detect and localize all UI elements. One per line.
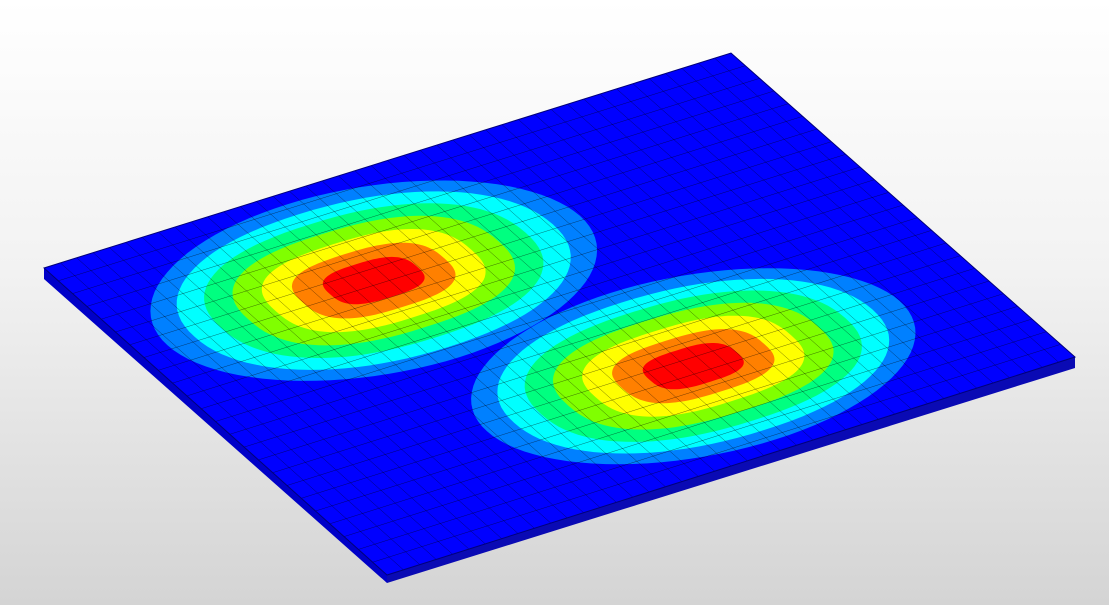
mesh-line-v (201, 192, 889, 409)
plate-outline (43, 52, 1076, 576)
mesh-line-v (58, 65, 746, 282)
contour-band-7 (642, 343, 744, 390)
mesh-line-v (344, 318, 1033, 537)
mesh-line-v (72, 78, 760, 294)
mesh-line-v (115, 116, 803, 333)
mesh-line-v (258, 242, 947, 461)
mesh-line-v (315, 293, 1004, 512)
mesh-grid (58, 57, 1061, 570)
mesh-line-v (143, 141, 832, 358)
mesh-line-v (301, 280, 990, 499)
mesh-line-v (86, 90, 775, 307)
mesh-line-v (129, 128, 818, 346)
mesh-line-v (158, 154, 846, 371)
contour-band-7 (322, 256, 425, 305)
mesh-line-v (101, 103, 789, 320)
mesh-line-v (358, 331, 1047, 550)
mesh-line-v (186, 179, 875, 397)
mesh-line-v (172, 166, 861, 384)
plate-right-side (387, 357, 1075, 583)
mesh-line-v (329, 306, 1018, 525)
plate-front-side (44, 268, 387, 583)
mesh-line-v (372, 344, 1061, 563)
mesh-line-v (272, 255, 961, 473)
mesh-line-v (244, 230, 932, 448)
mesh-line-v (229, 217, 918, 435)
mesh-line-v (215, 204, 904, 422)
mesh-line-v (286, 268, 975, 486)
